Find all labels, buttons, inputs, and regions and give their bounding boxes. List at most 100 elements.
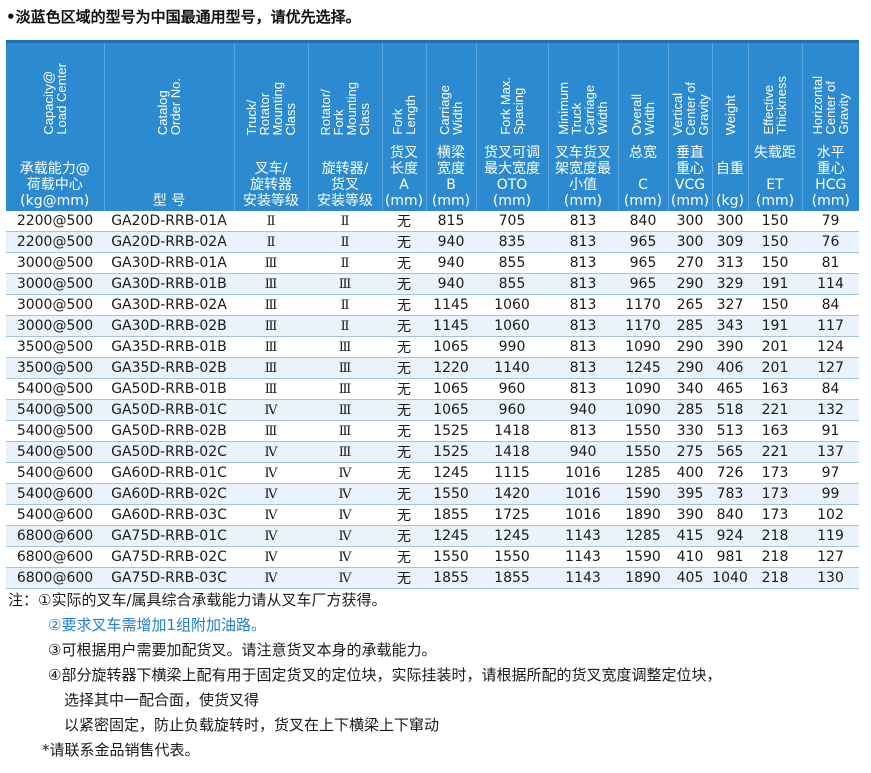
column-header: Overall Width 总宽 C (mm) [617, 40, 668, 211]
table-cell: 3000@500 [6, 315, 104, 337]
table-row: 3000@500 GA30D-RRB-02B Ⅲ Ⅱ 无 1145 1060 813 1170 2… [6, 315, 859, 337]
table-cell: 无 [382, 399, 426, 421]
table-cell: 813 [548, 273, 618, 295]
column-header-en: Weight [713, 47, 748, 135]
table-cell: 1418 [476, 420, 548, 442]
table-cell: 3000@500 [6, 294, 104, 316]
table-cell: 5400@500 [6, 378, 104, 400]
table-cell: 813 [548, 231, 618, 253]
table-cell: 1725 [476, 504, 548, 526]
column-header-en-text: Horizontal Center of Gravity [810, 76, 852, 135]
column-header-en-text: Truck/ Rotator Mounting Class [244, 81, 298, 135]
table-cell: 无 [382, 211, 426, 232]
table-cell: 无 [382, 546, 426, 568]
table-cell: 300 [668, 211, 712, 232]
table-cell: 3500@500 [6, 357, 104, 379]
table-cell: 415 [668, 525, 712, 547]
table-cell: 1855 [426, 504, 476, 526]
table-cell: 84 [802, 294, 859, 316]
column-header-en-text: Weight [722, 94, 738, 135]
table-row: 5400@500 GA50D-RRB-02B Ⅲ Ⅲ 无 1525 1418 813 1550 3… [6, 420, 859, 442]
column-header-en-text: Fork Length [390, 95, 418, 135]
table-cell: 1525 [426, 441, 476, 463]
table-cell: Ⅳ [234, 483, 308, 505]
table-cell: 无 [382, 273, 426, 295]
table-cell: 1143 [548, 546, 618, 568]
table-cell: 813 [548, 357, 618, 379]
column-header-en: Overall Width [619, 47, 668, 135]
table-cell: 400 [668, 462, 712, 484]
table-cell: 1550 [476, 546, 548, 568]
column-header-en-text: Effective Thickness [761, 76, 789, 135]
note-line: ④部分旋转器下横梁上配有用于固定货叉的定位块，实际挂装时，请根据所配的货叉宽度调… [48, 666, 722, 684]
column-header: Vertical Center of Gravity 垂直 重心 VCG (mm) [667, 40, 712, 211]
table-cell: 1140 [476, 357, 548, 379]
table-cell: 6800@600 [6, 567, 104, 589]
table-cell: 513 [712, 420, 748, 442]
column-header-cn: 水平 重心 HCG (mm) [811, 145, 850, 209]
table-cell: 1040 [712, 567, 748, 589]
column-header-cn: 横梁 宽度 B (mm) [431, 145, 471, 209]
table-cell: GA50D-RRB-01C [104, 399, 234, 421]
table-cell: 990 [476, 336, 548, 358]
table-cell: 783 [712, 483, 748, 505]
table-cell: Ⅳ [234, 462, 308, 484]
column-header-en: Horizontal Center of Gravity [803, 47, 860, 135]
table-row: 3000@500 GA30D-RRB-01A Ⅲ Ⅱ 无 940 855 813 965 270 3… [6, 252, 859, 274]
table-cell: 275 [668, 441, 712, 463]
table-cell: 221 [748, 399, 802, 421]
column-header-en: Fork Length [383, 47, 426, 135]
table-cell: Ⅱ [234, 211, 308, 232]
column-header-cn: 叉车货叉 架宽度最 小值 (mm) [555, 145, 611, 209]
table-cell: Ⅱ [308, 294, 382, 316]
table-cell: 1090 [618, 399, 668, 421]
table-cell: 1550 [426, 483, 476, 505]
table-cell: 270 [668, 252, 712, 274]
table-cell: Ⅳ [234, 504, 308, 526]
table-cell: 5400@500 [6, 420, 104, 442]
table-cell: 3000@500 [6, 273, 104, 295]
table-cell: 117 [802, 315, 859, 337]
table-row: 5400@600 GA60D-RRB-02C Ⅳ Ⅳ 无 1550 1420 1016 1590… [6, 483, 859, 505]
table-cell: Ⅳ [234, 441, 308, 463]
table-cell: 1090 [618, 378, 668, 400]
table-cell: 813 [548, 378, 618, 400]
table-cell: 137 [802, 441, 859, 463]
note-line: ②要求叉车需增加1组附加油路。 [48, 616, 266, 634]
column-header-en-text: Overall Width [629, 93, 657, 135]
table-cell: 99 [802, 483, 859, 505]
table-cell: 1170 [618, 315, 668, 337]
table-cell: 3000@500 [6, 252, 104, 274]
column-header-en-text: Minimum Truck Carriage Width [556, 82, 610, 135]
column-header-en: Capacity@ Load Center [6, 47, 104, 135]
table-cell: Ⅲ [308, 273, 382, 295]
table-cell: 无 [382, 252, 426, 274]
column-header: Capacity@ Load Center 承载能力@ 荷载中心 (kg@mm) [6, 40, 104, 211]
table-cell: 2200@500 [6, 231, 104, 253]
table-cell: 无 [382, 567, 426, 589]
table-cell: 329 [712, 273, 748, 295]
table-cell: 79 [802, 211, 859, 232]
table-cell: 191 [748, 315, 802, 337]
table-cell: 300 [712, 211, 748, 232]
table-cell: 813 [548, 336, 618, 358]
table-cell: 965 [618, 273, 668, 295]
table-cell: 150 [748, 294, 802, 316]
table-cell: Ⅱ [308, 315, 382, 337]
table-cell: 1890 [618, 567, 668, 589]
table-cell: 无 [382, 378, 426, 400]
column-header-en-text: Vertical Center of Gravity [669, 81, 711, 135]
column-header-cn: 货叉 长度 A (mm) [384, 145, 424, 209]
table-cell: 无 [382, 231, 426, 253]
table-cell: GA20D-RRB-01A [104, 211, 234, 232]
table-cell: GA30D-RRB-01A [104, 252, 234, 274]
column-header-cn: 型 号 [152, 193, 186, 209]
table-cell: 940 [426, 273, 476, 295]
column-header: Minimum Truck Carriage Width 叉车货叉 架宽度最 小值… [547, 40, 618, 211]
table-row: 5400@500 GA50D-RRB-01C Ⅳ Ⅲ 无 1065 960 940 1090 28… [6, 399, 859, 421]
table-cell: 1890 [618, 504, 668, 526]
table-cell: 6800@600 [6, 525, 104, 547]
table-cell: 132 [802, 399, 859, 421]
table-cell: 84 [802, 378, 859, 400]
column-header-cn: 垂直 重心 VCG (mm) [670, 145, 710, 209]
